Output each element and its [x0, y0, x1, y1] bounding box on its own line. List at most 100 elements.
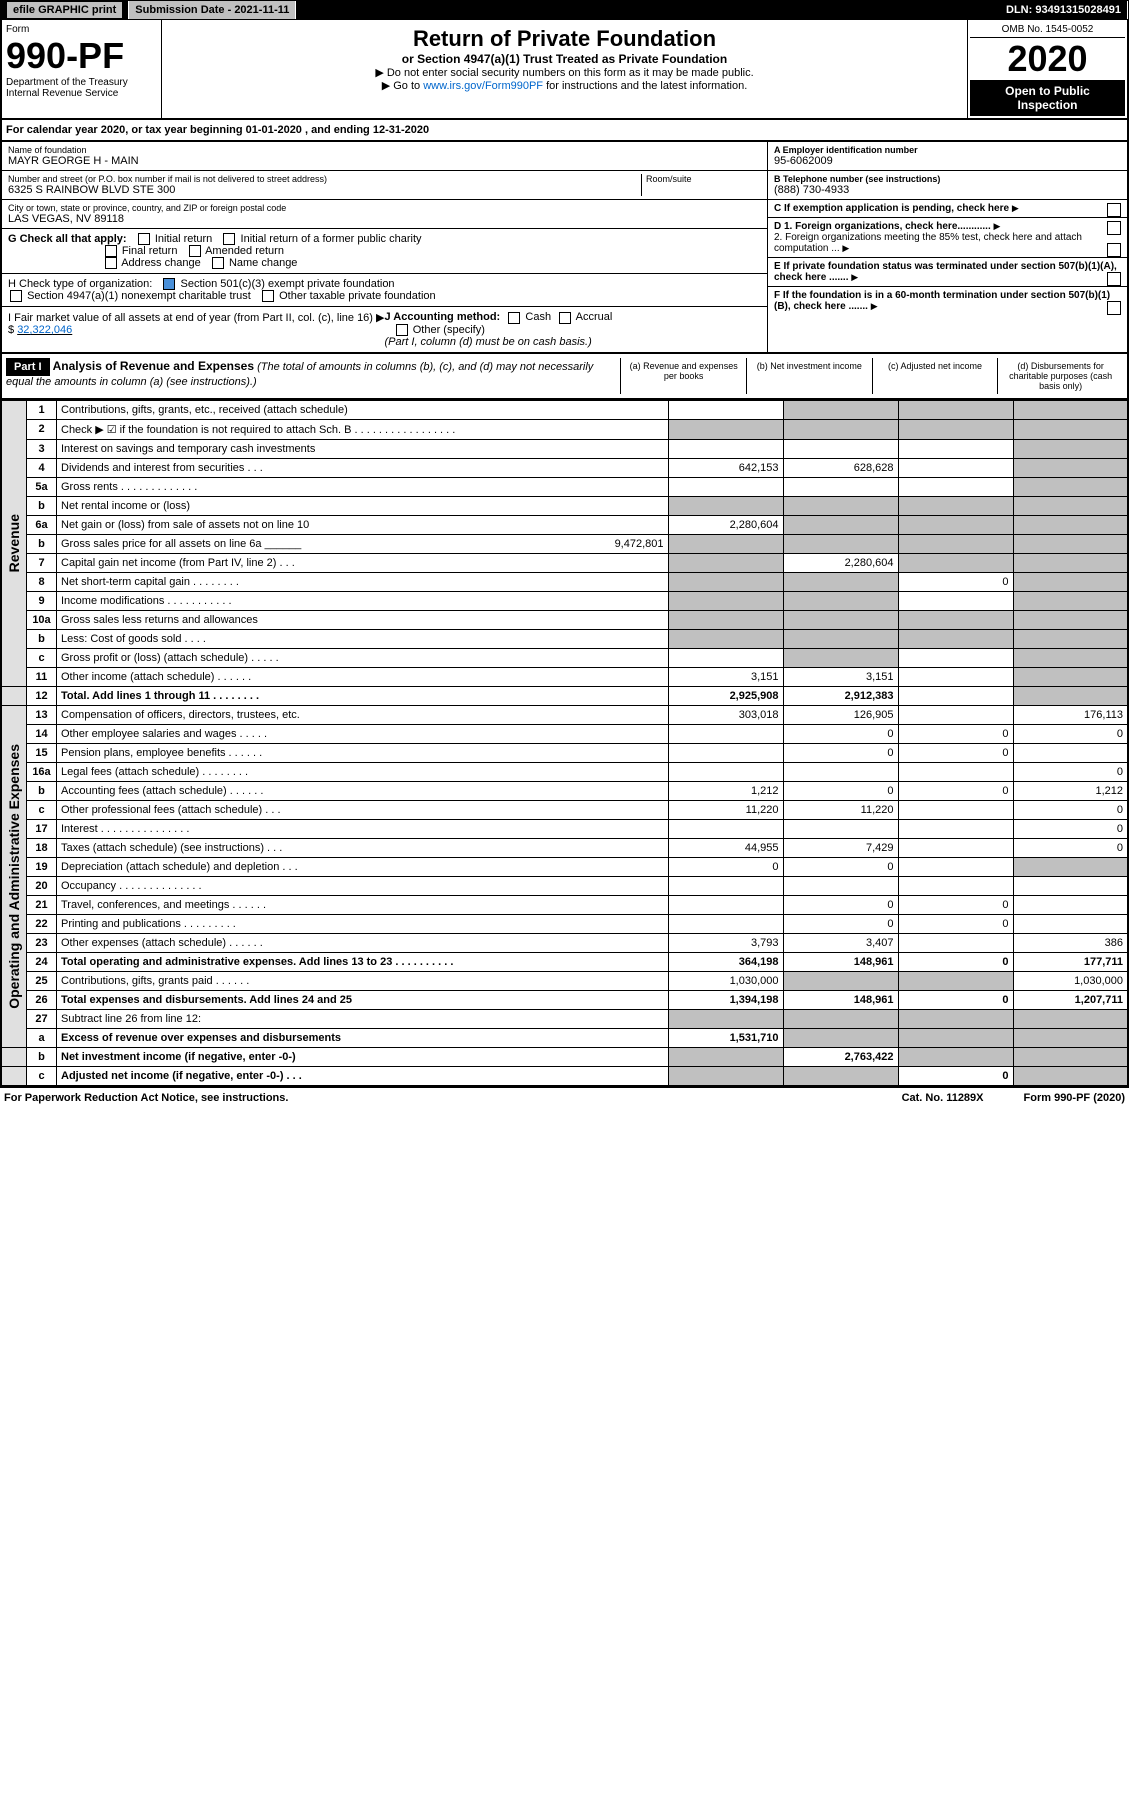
part-1-title: Analysis of Revenue and Expenses	[53, 359, 254, 373]
table-row: 15Pension plans, employee benefits . . .…	[1, 743, 1128, 762]
revenue-label: Revenue	[6, 514, 22, 572]
col-d: (d) Disbursements for charitable purpose…	[997, 358, 1123, 394]
table-row: 12Total. Add lines 1 through 11 . . . . …	[1, 686, 1128, 705]
table-row: cGross profit or (loss) (attach schedule…	[1, 648, 1128, 667]
irs-link[interactable]: www.irs.gov/Form990PF	[423, 80, 543, 92]
form-title: Return of Private Foundation	[168, 26, 961, 52]
cb-85pct[interactable]	[1107, 243, 1121, 257]
section-d: D 1. Foreign organizations, check here..…	[768, 218, 1127, 258]
table-row: 25Contributions, gifts, grants paid . . …	[1, 971, 1128, 990]
cb-amended[interactable]	[189, 245, 201, 257]
cb-exemption[interactable]	[1107, 203, 1121, 217]
table-row: Revenue 1Contributions, gifts, grants, e…	[1, 400, 1128, 419]
table-row: aExcess of revenue over expenses and dis…	[1, 1028, 1128, 1047]
table-row: cAdjusted net income (if negative, enter…	[1, 1066, 1128, 1086]
table-row: 7Capital gain net income (from Part IV, …	[1, 553, 1128, 572]
table-row: 5aGross rents . . . . . . . . . . . . .	[1, 477, 1128, 496]
cb-initial[interactable]	[138, 233, 150, 245]
phone-label: B Telephone number (see instructions)	[774, 174, 1121, 184]
table-row: bAccounting fees (attach schedule) . . .…	[1, 781, 1128, 800]
efile-print-button[interactable]: efile GRAPHIC print	[7, 2, 122, 18]
instr-2: ▶ Go to www.irs.gov/Form990PF for instru…	[168, 79, 961, 92]
form-header: Form 990-PF Department of the Treasury I…	[0, 20, 1129, 120]
table-row: 8Net short-term capital gain . . . . . .…	[1, 572, 1128, 591]
table-row: bGross sales price for all assets on lin…	[1, 534, 1128, 553]
form-number: 990-PF	[6, 35, 157, 77]
table-row: 10aGross sales less returns and allowanc…	[1, 610, 1128, 629]
table-row: 19Depreciation (attach schedule) and dep…	[1, 857, 1128, 876]
cb-other-tax[interactable]	[262, 290, 274, 302]
page-footer: For Paperwork Reduction Act Notice, see …	[0, 1087, 1129, 1108]
col-a: (a) Revenue and expenses per books	[620, 358, 746, 394]
cb-initial-former[interactable]	[223, 233, 235, 245]
table-row: 22Printing and publications . . . . . . …	[1, 914, 1128, 933]
efile-header: efile GRAPHIC print Submission Date - 20…	[0, 0, 1129, 20]
open-to-public: Open to Public Inspection	[970, 80, 1125, 116]
table-row: 24Total operating and administrative exp…	[1, 952, 1128, 971]
section-c: C If exemption application is pending, c…	[768, 200, 1127, 218]
table-row: 6aNet gain or (loss) from sale of assets…	[1, 515, 1128, 534]
table-row: 2Check ▶ ☑ if the foundation is not requ…	[1, 419, 1128, 439]
cb-other-acct[interactable]	[396, 324, 408, 336]
cb-501c3[interactable]	[163, 278, 175, 290]
section-h: H Check type of organization: Section 50…	[2, 274, 767, 307]
instr-1: ▶ Do not enter social security numbers o…	[168, 66, 961, 79]
form-ref: Form 990-PF (2020)	[1024, 1092, 1125, 1104]
foundation-name: MAYR GEORGE H - MAIN	[8, 155, 761, 167]
table-row: 18Taxes (attach schedule) (see instructi…	[1, 838, 1128, 857]
cb-terminated[interactable]	[1107, 272, 1121, 286]
city-label: City or town, state or province, country…	[8, 203, 761, 213]
address: 6325 S RAINBOW BLVD STE 300	[8, 184, 641, 196]
table-row: 27Subtract line 26 from line 12:	[1, 1009, 1128, 1028]
cb-cash[interactable]	[508, 312, 520, 324]
section-e: E If private foundation status was termi…	[768, 258, 1127, 287]
table-row: 17Interest . . . . . . . . . . . . . . .…	[1, 819, 1128, 838]
table-row: bNet rental income or (loss)	[1, 496, 1128, 515]
entity-info: Name of foundation MAYR GEORGE H - MAIN …	[0, 142, 1129, 354]
cb-foreign[interactable]	[1107, 221, 1121, 235]
dept: Department of the Treasury	[6, 77, 157, 88]
fmv-link[interactable]: 32,322,046	[17, 324, 72, 336]
table-row: 14Other employee salaries and wages . . …	[1, 724, 1128, 743]
dln: DLN: 93491315028491	[1000, 1, 1128, 19]
table-row: Operating and Administrative Expenses 13…	[1, 705, 1128, 724]
table-row: bNet investment income (if negative, ent…	[1, 1047, 1128, 1066]
part-1-table: Revenue 1Contributions, gifts, grants, e…	[0, 400, 1129, 1087]
table-row: 16aLegal fees (attach schedule) . . . . …	[1, 762, 1128, 781]
col-c: (c) Adjusted net income	[872, 358, 998, 394]
cb-name[interactable]	[212, 257, 224, 269]
form-word: Form	[6, 24, 157, 35]
cat-number: Cat. No. 11289X	[902, 1092, 984, 1104]
omb-number: OMB No. 1545-0052	[970, 22, 1125, 38]
table-row: 11Other income (attach schedule) . . . .…	[1, 667, 1128, 686]
pra-notice: For Paperwork Reduction Act Notice, see …	[4, 1092, 288, 1104]
phone: (888) 730-4933	[774, 184, 1121, 196]
cb-address[interactable]	[105, 257, 117, 269]
cb-60month[interactable]	[1107, 301, 1121, 315]
expenses-label: Operating and Administrative Expenses	[6, 744, 22, 1009]
ein-label: A Employer identification number	[774, 145, 1121, 155]
cb-accrual[interactable]	[559, 312, 571, 324]
table-row: 21Travel, conferences, and meetings . . …	[1, 895, 1128, 914]
calendar-year-row: For calendar year 2020, or tax year begi…	[0, 120, 1129, 142]
irs: Internal Revenue Service	[6, 88, 157, 99]
ein: 95-6062009	[774, 155, 1121, 167]
table-row: cOther professional fees (attach schedul…	[1, 800, 1128, 819]
part-1-header: Part I Analysis of Revenue and Expenses …	[0, 354, 1129, 400]
section-g: G Check all that apply: Initial return I…	[2, 229, 767, 274]
table-row: 3Interest on savings and temporary cash …	[1, 439, 1128, 458]
city: LAS VEGAS, NV 89118	[8, 213, 761, 225]
part-1-badge: Part I	[6, 358, 50, 376]
room-label: Room/suite	[646, 174, 761, 184]
section-f: F If the foundation is in a 60-month ter…	[768, 287, 1127, 315]
table-row: 26Total expenses and disbursements. Add …	[1, 990, 1128, 1009]
tax-year: 2020	[970, 38, 1125, 80]
form-subtitle: or Section 4947(a)(1) Trust Treated as P…	[168, 52, 961, 66]
table-row: bLess: Cost of goods sold . . . .	[1, 629, 1128, 648]
section-i-j: I Fair market value of all assets at end…	[2, 307, 767, 351]
cb-4947[interactable]	[10, 290, 22, 302]
addr-label: Number and street (or P.O. box number if…	[8, 174, 641, 184]
table-row: 4Dividends and interest from securities …	[1, 458, 1128, 477]
submission-date: Submission Date - 2021-11-11	[129, 1, 296, 19]
cb-final[interactable]	[105, 245, 117, 257]
